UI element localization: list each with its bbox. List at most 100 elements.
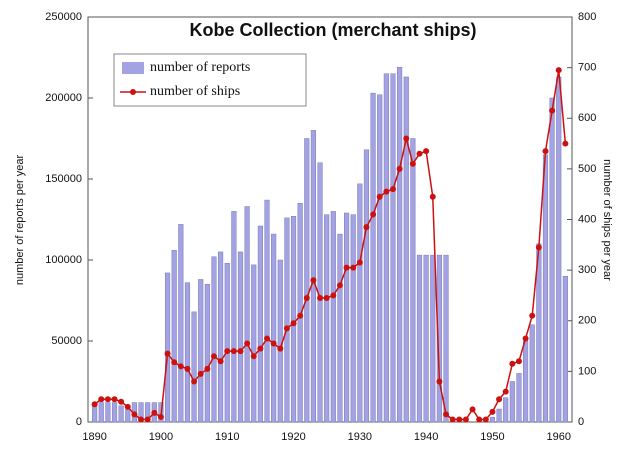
point [330, 292, 337, 299]
point [403, 135, 410, 142]
bar [178, 224, 184, 423]
bar [324, 214, 330, 423]
bar [244, 206, 250, 423]
point [462, 416, 469, 423]
bar [344, 212, 350, 423]
bar [489, 416, 496, 423]
x-tick-label: 1900 [149, 431, 173, 443]
point [257, 345, 264, 352]
point [443, 411, 450, 418]
point [98, 396, 105, 403]
y2-tick-label: 700 [578, 62, 596, 74]
point [131, 411, 138, 418]
bar [125, 408, 131, 423]
point [555, 67, 562, 74]
point [124, 403, 131, 410]
point [230, 348, 237, 355]
bar [237, 251, 244, 423]
point [184, 365, 191, 372]
y2-tick-label: 400 [578, 213, 596, 225]
point [356, 259, 363, 266]
point [270, 340, 277, 347]
bar [330, 211, 336, 423]
point [217, 358, 224, 365]
bar [496, 408, 502, 423]
point [469, 406, 476, 413]
legend-box [113, 53, 307, 107]
x-tick-label: 1890 [82, 431, 106, 443]
bar [171, 250, 177, 423]
point [429, 193, 436, 200]
point [476, 416, 483, 423]
point [456, 416, 463, 423]
bar [224, 262, 230, 423]
bar [542, 154, 549, 423]
point [389, 186, 396, 193]
legend-label: number of ships [150, 84, 240, 99]
bar [310, 130, 316, 423]
point [482, 416, 489, 423]
point [535, 244, 542, 251]
point [164, 350, 171, 357]
point [157, 413, 164, 420]
point [416, 150, 423, 157]
point [449, 416, 456, 423]
bar [523, 340, 529, 423]
bar [529, 324, 535, 423]
point [336, 282, 343, 289]
point [529, 312, 536, 319]
point [502, 388, 509, 395]
point [310, 277, 317, 284]
bar [264, 199, 270, 423]
bar [509, 381, 515, 423]
bar [390, 73, 396, 423]
y-axis-label: number of reports per year [14, 155, 26, 286]
y2-tick-label: 100 [578, 365, 596, 377]
point [151, 409, 158, 416]
point [297, 312, 304, 319]
bar [184, 282, 191, 423]
bar [363, 149, 370, 423]
y2-tick-label: 0 [578, 416, 584, 428]
y-tick-label: 100000 [45, 254, 82, 266]
bar [257, 225, 263, 423]
y-tick-label: 250000 [45, 11, 82, 23]
bar [304, 138, 310, 423]
y-tick-label: 0 [76, 416, 82, 428]
bar [397, 66, 403, 423]
y-tick-label: 50000 [51, 335, 82, 347]
point [290, 320, 297, 327]
point [111, 396, 118, 403]
y-tick-label: 150000 [45, 173, 82, 185]
point [317, 294, 324, 301]
bar [191, 311, 197, 423]
point [396, 165, 403, 172]
point [138, 416, 145, 423]
bar [111, 402, 118, 423]
bar [218, 251, 224, 423]
x-tick-label: 1960 [546, 431, 570, 443]
legend-label: number of reports [150, 60, 250, 75]
point [210, 353, 217, 360]
y-tick-label: 200000 [45, 92, 82, 104]
bar [370, 92, 376, 423]
point [118, 398, 125, 405]
bar [562, 275, 568, 423]
bar [350, 214, 356, 423]
bar [92, 405, 98, 423]
point [509, 360, 516, 367]
bar [416, 254, 423, 423]
point [191, 378, 198, 385]
y2-tick-label: 300 [578, 264, 596, 276]
point [370, 211, 377, 218]
point [522, 335, 529, 342]
point [350, 264, 357, 271]
point [436, 378, 443, 385]
point [177, 363, 184, 370]
x-tick-label: 1910 [215, 431, 239, 443]
point [277, 345, 284, 352]
bar [251, 264, 257, 423]
bar [430, 254, 436, 423]
x-tick-label: 1940 [414, 431, 438, 443]
